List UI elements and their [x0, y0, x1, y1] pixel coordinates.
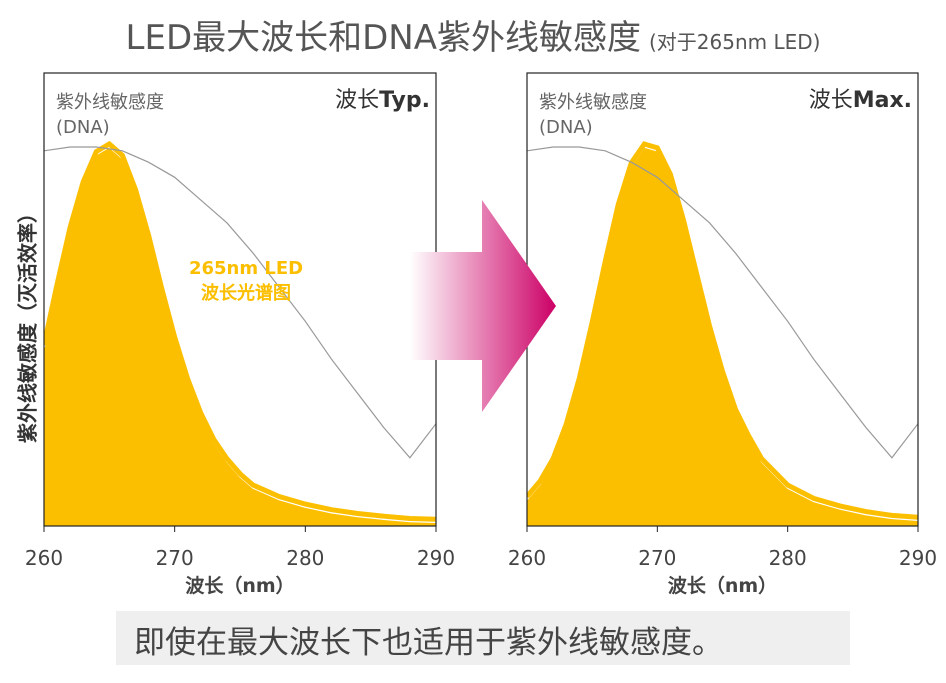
x-tick-label: 290: [417, 546, 455, 570]
led-annotation: 265nm LED: [189, 258, 303, 279]
right-arrow-icon: [410, 200, 556, 412]
led-spectrum-outline: [44, 140, 436, 522]
x-tick-label: 290: [899, 546, 937, 570]
x-axis-label: 波长（nm）: [185, 574, 294, 597]
corner-label: 波长Typ.: [335, 88, 430, 113]
chart-panel-1: 260 270 280 290 波长（nm） 紫外线敏感度 (DNA) 波长Typ. 265nm…: [25, 72, 455, 597]
corner-label-prefix: 波长: [335, 88, 379, 113]
dna-series-label: (DNA): [56, 117, 110, 138]
x-tick-label: 280: [286, 546, 324, 570]
dna-series-label: 紫外线敏感度: [539, 92, 647, 113]
dna-series-label: (DNA): [539, 117, 593, 138]
corner-label-prefix: 波长: [809, 88, 853, 113]
caption-box: 即使在最大波长下也适用于紫外线敏感度。: [116, 611, 850, 665]
corner-label: 波长Max.: [809, 88, 912, 113]
x-tick-label: 260: [508, 546, 546, 570]
chart-title-sub: (对于265nm LED): [649, 30, 821, 54]
x-tick-label: 280: [769, 546, 807, 570]
led-spectrum-area: [527, 147, 918, 526]
led-spectrum-area: [44, 147, 436, 526]
led-annotation: 波长光谱图: [201, 282, 291, 304]
led-spectrum-outline: [527, 141, 918, 520]
caption-text: 即使在最大波长下也适用于紫外线敏感度。: [134, 625, 723, 661]
x-tick-label: 270: [638, 546, 676, 570]
x-tick-label: 270: [156, 546, 194, 570]
dna-sensitivity-line: [44, 146, 436, 459]
x-tick-label: 260: [25, 546, 63, 570]
chart-title-main: LED最大波长和DNA紫外线敏感度: [125, 18, 641, 58]
dna-sensitivity-line: [527, 146, 918, 459]
corner-label-suffix: Max.: [853, 88, 912, 113]
chart-panel-2: 260 270 280 290 波长（nm） 紫外线敏感度 (DNA) 波长Max.: [508, 72, 937, 597]
chart-title: LED最大波长和DNA紫外线敏感度 (对于265nm LED): [0, 10, 946, 59]
corner-label-suffix: Typ.: [379, 88, 430, 113]
dna-series-label: 紫外线敏感度: [56, 92, 164, 113]
x-axis-label: 波长（nm）: [668, 574, 777, 597]
